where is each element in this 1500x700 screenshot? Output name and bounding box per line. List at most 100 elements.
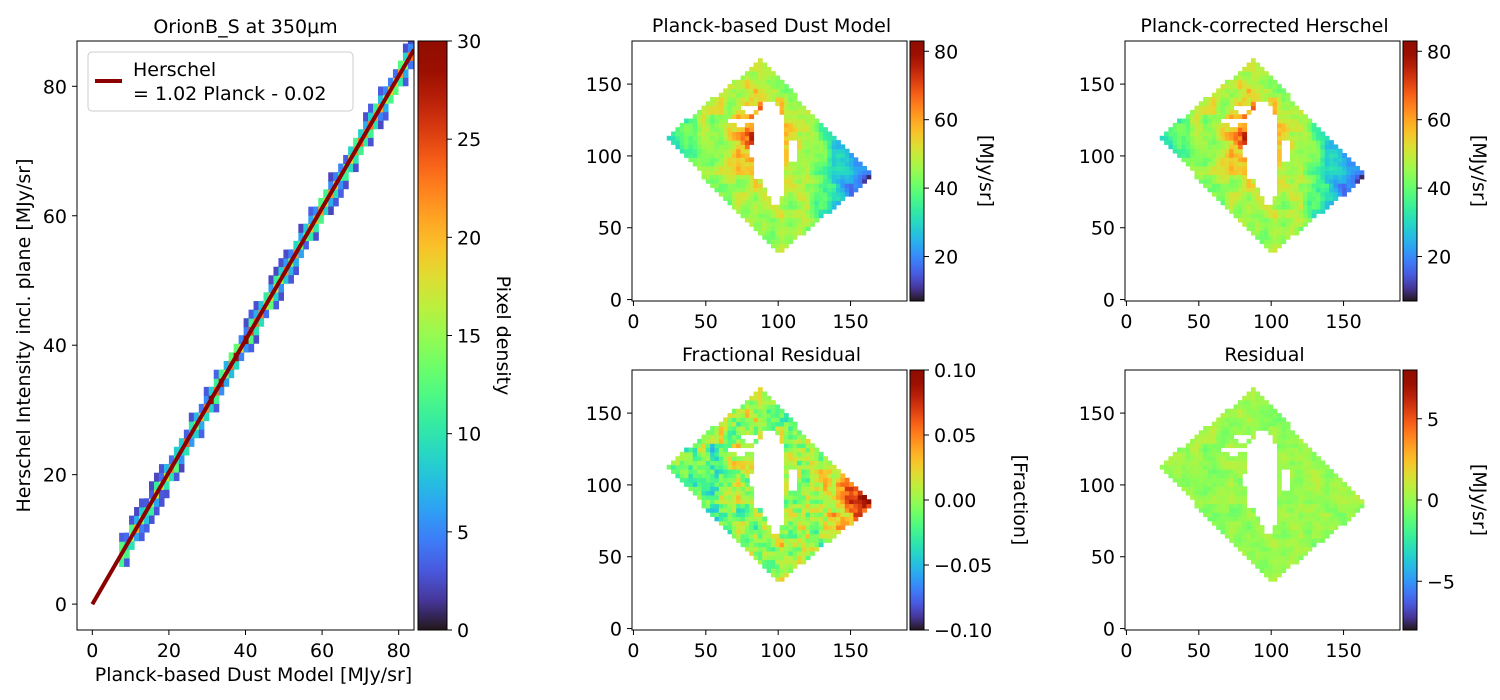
density-cell xyxy=(119,532,125,542)
density-cell xyxy=(168,472,175,482)
legend-label-line1: Herschel xyxy=(133,59,216,81)
colorbar-label: [Fraction] xyxy=(1009,455,1031,546)
density-cell xyxy=(273,300,280,310)
density-cell xyxy=(397,60,404,70)
density-cell xyxy=(183,446,190,456)
density-cell xyxy=(119,558,125,568)
map-image xyxy=(666,58,872,253)
x-tick-label: 60 xyxy=(310,640,334,662)
density-cell xyxy=(378,94,384,104)
x-tick-label: 0 xyxy=(1120,311,1132,333)
x-tick-label: 50 xyxy=(1187,311,1211,333)
density-cell xyxy=(278,266,285,276)
density-cell xyxy=(153,506,160,516)
density-cell xyxy=(378,120,384,130)
map-panel: 0 50 100 150 0 50 100 150 Planck-corrected Hersc… xyxy=(1079,15,1490,333)
density-cell xyxy=(144,523,150,533)
density-cell xyxy=(208,386,215,396)
density-cell xyxy=(139,498,145,508)
density-cell xyxy=(213,378,220,388)
colorbar-tick-label: 5 xyxy=(1427,409,1439,431)
colorbar-tick-label: 0.05 xyxy=(934,425,976,447)
density-cell xyxy=(293,240,299,250)
colorbar-tick-label: 20 xyxy=(934,247,958,269)
colorbar-label: Pixel density xyxy=(492,276,514,396)
density-cell xyxy=(278,283,285,293)
x-tick-label: 50 xyxy=(1187,640,1211,662)
density-cell xyxy=(353,154,359,164)
x-tick-label: 0 xyxy=(86,640,98,662)
density-cell xyxy=(263,292,270,302)
y-tick-label: 150 xyxy=(586,74,622,96)
x-tick-label: 0 xyxy=(627,640,639,662)
x-tick-label: 150 xyxy=(832,311,868,333)
y-tick-label: 0 xyxy=(610,290,622,312)
legend: Herschel= 1.02 Planck - 0.02 xyxy=(87,51,354,112)
density-cell xyxy=(233,343,240,353)
density-cell xyxy=(163,480,170,490)
density-cell xyxy=(193,412,200,422)
colorbar-tick-label: 30 xyxy=(457,31,481,53)
density-cell xyxy=(253,326,260,336)
density-cell xyxy=(198,403,205,413)
density-cell xyxy=(258,317,265,327)
density-cell xyxy=(348,163,354,173)
colorbar-label: [MJy/sr] xyxy=(975,135,997,207)
density-cell xyxy=(153,481,160,491)
colorbar-tick-label: 80 xyxy=(934,41,958,63)
density-cell xyxy=(188,421,195,431)
density-cell xyxy=(313,206,319,216)
density-cell xyxy=(298,249,304,259)
x-tick-label: 100 xyxy=(760,640,796,662)
y-tick-label: 100 xyxy=(586,146,622,168)
density-cell xyxy=(268,300,275,310)
density-cell xyxy=(158,464,165,474)
y-tick-label: 0 xyxy=(1103,619,1115,641)
density-cell xyxy=(248,309,255,319)
density-cell xyxy=(328,180,334,190)
density-cell xyxy=(178,438,185,448)
density-cell xyxy=(213,394,220,404)
colorbar-tick-label: 10 xyxy=(457,424,481,446)
density-cell xyxy=(178,463,185,473)
density-cell xyxy=(328,197,334,207)
density-cell xyxy=(407,41,414,45)
density-cell xyxy=(253,309,260,319)
colorbar-label: [MJy/sr] xyxy=(1468,464,1490,536)
y-tick-label: 50 xyxy=(598,547,622,569)
colorbar-tick-label: 0.00 xyxy=(934,490,976,512)
density-cell xyxy=(173,463,180,473)
colorbar: 20 40 60 80 [MJy/sr] xyxy=(909,40,997,302)
map-title: Planck-corrected Herschel xyxy=(1140,15,1388,37)
density-cell xyxy=(268,275,275,285)
density-cell xyxy=(363,112,369,122)
density-cell xyxy=(153,472,160,482)
density-cell xyxy=(283,257,289,267)
density-cell xyxy=(303,240,309,250)
density-cell xyxy=(348,146,354,156)
density-cell xyxy=(144,515,150,525)
density-cell xyxy=(397,77,404,87)
density-cell xyxy=(248,343,255,353)
density-cell xyxy=(328,205,334,215)
density-cell xyxy=(407,43,414,53)
density-cell xyxy=(323,189,329,199)
colorbar-tick-label: 60 xyxy=(1427,110,1451,132)
density-cell xyxy=(378,111,384,121)
density-cell xyxy=(333,197,339,207)
density-cell xyxy=(293,257,299,267)
colorbar-tick-label: 20 xyxy=(457,227,481,249)
density-cell xyxy=(134,507,140,517)
map-panel: 0 50 100 150 0 50 100 150 Fractional Residual 0.1… xyxy=(586,344,1031,662)
density-cell xyxy=(238,352,245,362)
colorbar-tick-label: 20 xyxy=(1427,247,1451,269)
colorbar-tick-label: 40 xyxy=(934,178,958,200)
colorbar-tick-label: 0 xyxy=(1427,490,1439,512)
map-title: Planck-based Dust Model xyxy=(652,15,891,37)
density-cell xyxy=(203,395,210,405)
density-cell xyxy=(158,472,165,482)
density-cell xyxy=(124,532,130,542)
density-cell xyxy=(363,120,369,130)
density-cell xyxy=(278,291,285,301)
